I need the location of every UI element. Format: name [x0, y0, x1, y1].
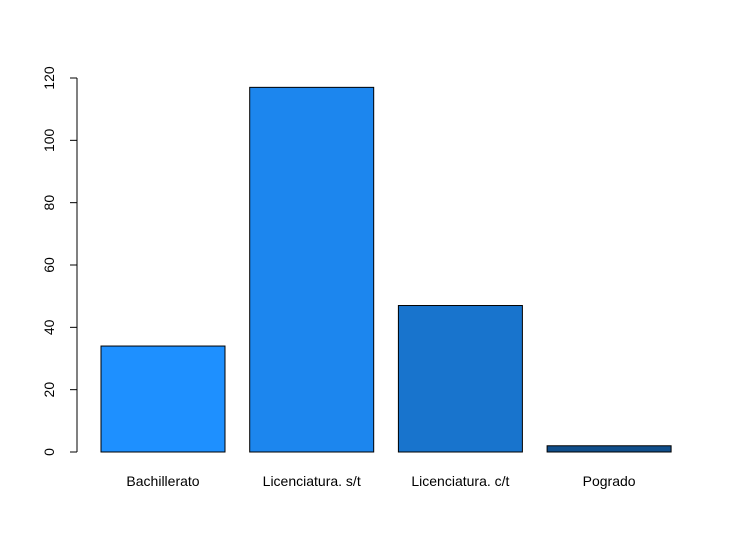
- x-axis-labels: Bachillerato Licenciatura. s/t Licenciatur…: [126, 473, 635, 489]
- x-category-label: Licenciatura. c/t: [411, 473, 509, 489]
- bar: [249, 86, 375, 453]
- bar: [546, 445, 672, 453]
- y-tick-label: 120: [41, 66, 57, 90]
- bars-group: [100, 86, 672, 453]
- y-tick-label: 80: [41, 195, 57, 211]
- x-category-label: Bachillerato: [126, 473, 199, 489]
- y-tick-label: 100: [41, 128, 57, 152]
- x-category-label: Licenciatura. s/t: [263, 473, 361, 489]
- bar: [397, 305, 523, 453]
- x-category-label: Pogrado: [583, 473, 636, 489]
- bar: [100, 345, 226, 453]
- y-tick-label: 0: [41, 448, 57, 456]
- y-axis: 0 20 40 60 80 100 120: [41, 66, 78, 456]
- y-tick-label: 40: [41, 319, 57, 335]
- y-tick-label: 60: [41, 257, 57, 273]
- y-tick-label: 20: [41, 382, 57, 398]
